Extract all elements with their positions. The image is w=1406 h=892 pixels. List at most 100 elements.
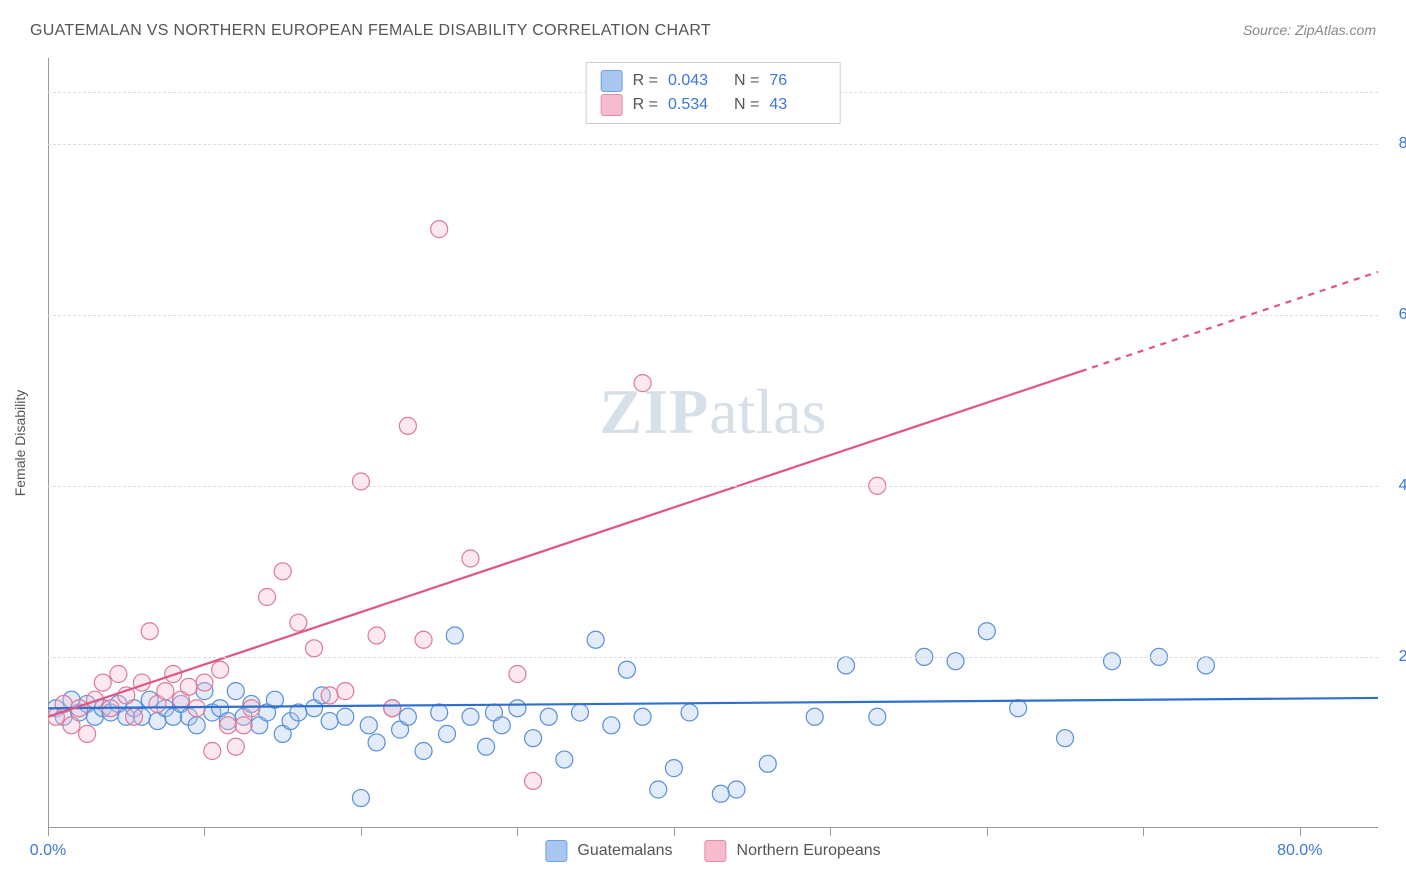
data-point — [94, 674, 111, 691]
data-point — [838, 657, 855, 674]
data-point — [415, 631, 432, 648]
data-point — [587, 631, 604, 648]
data-point — [446, 627, 463, 644]
correlation-legend: R =0.043N =76R =0.534N =43 — [586, 62, 841, 124]
data-point — [478, 738, 495, 755]
data-point — [352, 473, 369, 490]
data-point — [290, 614, 307, 631]
legend-n-label: N = — [734, 96, 759, 114]
data-point — [227, 683, 244, 700]
legend-r-label: R = — [633, 96, 658, 114]
gridline — [48, 486, 1378, 487]
data-point — [493, 717, 510, 734]
legend-label: Guatemalans — [577, 842, 672, 860]
data-point — [1197, 657, 1214, 674]
trend-line-dashed — [1081, 272, 1378, 371]
data-point — [618, 661, 635, 678]
data-point — [274, 563, 291, 580]
y-tick-label: 60.0% — [1399, 306, 1406, 324]
data-point — [110, 666, 127, 683]
legend-item: Guatemalans — [545, 840, 672, 862]
data-point — [219, 717, 236, 734]
x-tick-label: 80.0% — [1277, 842, 1322, 860]
plot-region: ZIPatlas 20.0%40.0%60.0%80.0%0.0%80.0% — [48, 58, 1378, 828]
data-point — [141, 623, 158, 640]
gridline — [48, 144, 1378, 145]
data-point — [509, 666, 526, 683]
gridline — [48, 315, 1378, 316]
data-point — [556, 751, 573, 768]
data-point — [665, 760, 682, 777]
data-point — [399, 417, 416, 434]
x-tick — [674, 828, 675, 836]
data-point — [368, 627, 385, 644]
data-point — [180, 678, 197, 695]
legend-n-value: 76 — [769, 72, 825, 90]
data-point — [321, 713, 338, 730]
legend-row: R =0.043N =76 — [601, 69, 826, 93]
data-point — [415, 743, 432, 760]
x-tick — [517, 828, 518, 836]
x-tick — [204, 828, 205, 836]
data-point — [650, 781, 667, 798]
data-point — [759, 755, 776, 772]
data-point — [728, 781, 745, 798]
data-point — [306, 640, 323, 657]
legend-item: Northern Europeans — [705, 840, 881, 862]
scatter-svg — [48, 58, 1378, 828]
data-point — [509, 700, 526, 717]
data-point — [681, 704, 698, 721]
x-tick — [987, 828, 988, 836]
data-point — [869, 708, 886, 725]
data-point — [204, 743, 221, 760]
data-point — [126, 708, 143, 725]
legend-label: Northern Europeans — [737, 842, 881, 860]
data-point — [603, 717, 620, 734]
legend-swatch — [601, 94, 623, 116]
data-point — [462, 550, 479, 567]
chart-title: GUATEMALAN VS NORTHERN EUROPEAN FEMALE D… — [30, 22, 711, 40]
legend-swatch — [601, 70, 623, 92]
legend-swatch — [705, 840, 727, 862]
data-point — [540, 708, 557, 725]
data-point — [439, 725, 456, 742]
data-point — [399, 708, 416, 725]
x-tick-label: 0.0% — [30, 842, 66, 860]
data-point — [79, 725, 96, 742]
legend-row: R =0.534N =43 — [601, 93, 826, 117]
data-point — [188, 700, 205, 717]
data-point — [525, 730, 542, 747]
data-point — [462, 708, 479, 725]
data-point — [337, 683, 354, 700]
chart-area: Female Disability ZIPatlas 20.0%40.0%60.… — [48, 58, 1378, 828]
data-point — [157, 683, 174, 700]
data-point — [227, 738, 244, 755]
x-tick — [1300, 828, 1301, 836]
data-point — [431, 704, 448, 721]
legend-r-label: R = — [633, 72, 658, 90]
legend-r-value: 0.534 — [668, 96, 724, 114]
data-point — [1104, 653, 1121, 670]
legend-swatch — [545, 840, 567, 862]
y-tick-label: 20.0% — [1399, 648, 1406, 666]
data-point — [712, 785, 729, 802]
data-point — [525, 772, 542, 789]
source-attribution: Source: ZipAtlas.com — [1243, 22, 1376, 38]
legend-n-label: N = — [734, 72, 759, 90]
data-point — [63, 717, 80, 734]
data-point — [1010, 700, 1027, 717]
data-point — [259, 589, 276, 606]
data-point — [431, 221, 448, 238]
data-point — [188, 717, 205, 734]
x-tick — [830, 828, 831, 836]
data-point — [212, 661, 229, 678]
x-tick — [48, 828, 49, 836]
x-tick — [361, 828, 362, 836]
data-point — [634, 708, 651, 725]
y-tick-label: 40.0% — [1399, 477, 1406, 495]
data-point — [947, 653, 964, 670]
data-point — [352, 790, 369, 807]
data-point — [235, 717, 252, 734]
data-point — [572, 704, 589, 721]
data-point — [384, 700, 401, 717]
